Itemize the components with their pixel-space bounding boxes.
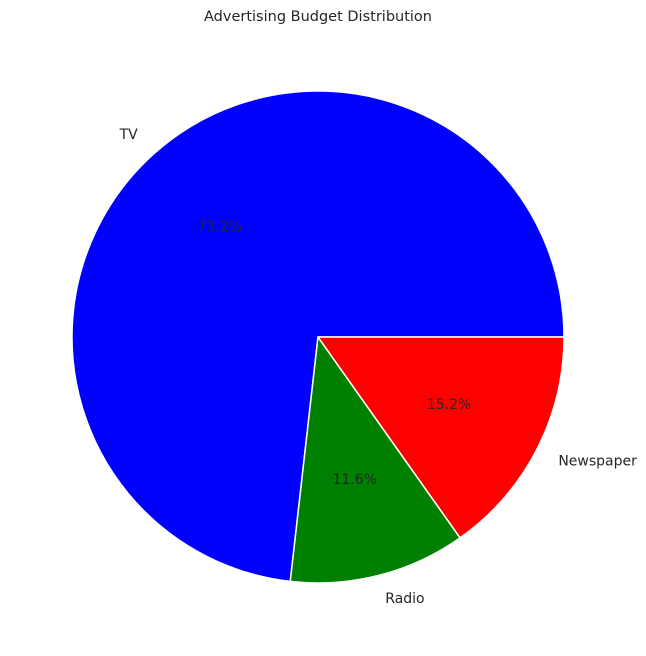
pie-slice-tv [71,90,565,583]
slice-label-newspaper: Newspaper [558,453,637,469]
slice-percent-radio: 11.6% [332,472,376,488]
slice-label-radio: Radio [385,591,424,607]
slice-percent-newspaper: 15.2% [427,397,471,413]
pie-labels: TV 73.2% Radio 11.6% Newspaper 15.2% [119,127,637,607]
slice-label-tv: TV [119,127,139,143]
chart-title: Advertising Budget Distribution [204,9,432,25]
slice-percent-tv: 73.2% [197,219,241,235]
pie-slices [71,90,565,584]
pie-slice-newspaper [317,336,565,539]
pie-slice-radio [289,336,461,584]
